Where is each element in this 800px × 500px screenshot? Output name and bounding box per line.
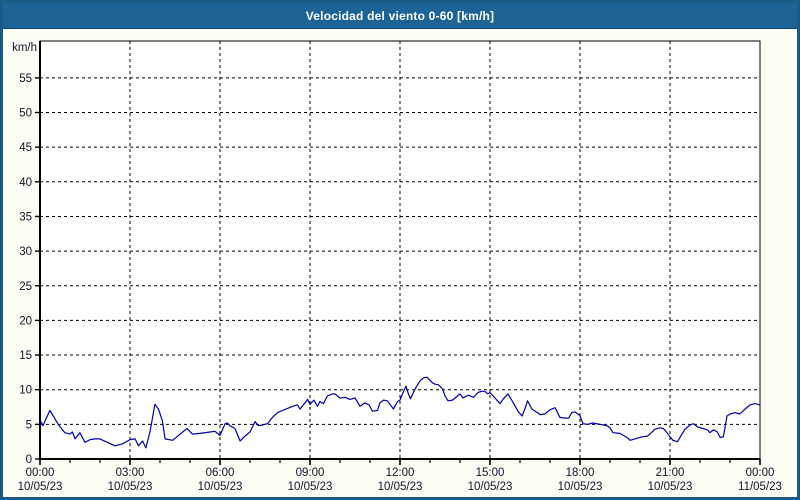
x-tick-date-label: 10/05/23 bbox=[558, 481, 603, 493]
x-tick-time-label: 03:00 bbox=[116, 467, 145, 479]
y-tick-label: 30 bbox=[19, 246, 32, 258]
y-tick-label: 25 bbox=[19, 281, 32, 293]
x-tick-time-label: 09:00 bbox=[296, 467, 325, 479]
y-tick-label: 0 bbox=[26, 454, 32, 466]
y-tick-label: 40 bbox=[19, 177, 32, 189]
wind-speed-line bbox=[39, 376, 761, 449]
y-tick-label: 50 bbox=[19, 108, 32, 120]
x-tick-time-label: 18:00 bbox=[566, 467, 595, 479]
y-tick-label: 15 bbox=[19, 350, 32, 362]
y-tick-label: 45 bbox=[19, 142, 32, 154]
x-tick-date-label: 10/05/23 bbox=[108, 481, 153, 493]
window-title: Velocidad del viento 0-60 [km/h] bbox=[305, 8, 495, 23]
x-tick-date-label: 10/05/23 bbox=[468, 481, 513, 493]
x-tick-date-label: 10/05/23 bbox=[198, 481, 243, 493]
y-tick-label: 20 bbox=[19, 315, 32, 327]
y-tick-label: 5 bbox=[26, 419, 32, 431]
x-tick-time-label: 00:00 bbox=[746, 467, 775, 479]
x-tick-date-label: 10/05/23 bbox=[18, 481, 63, 493]
window-titlebar: Velocidad del viento 0-60 [km/h] bbox=[3, 3, 797, 29]
y-tick-label: 10 bbox=[19, 385, 32, 397]
x-tick-date-label: 10/05/23 bbox=[378, 481, 423, 493]
x-tick-date-label: 10/05/23 bbox=[288, 481, 333, 493]
x-tick-time-label: 06:00 bbox=[206, 467, 235, 479]
x-tick-date-label: 10/05/23 bbox=[648, 481, 693, 493]
y-tick-label: 55 bbox=[19, 73, 32, 85]
x-tick-time-label: 00:00 bbox=[26, 467, 55, 479]
x-tick-time-label: 21:00 bbox=[656, 467, 685, 479]
x-tick-time-label: 15:00 bbox=[476, 467, 505, 479]
y-tick-label: 35 bbox=[19, 211, 32, 223]
wind-speed-chart: 0 5 10 15 20 25 30 35 40 45 50 55 km/h 00:00 10/05/23 0… bbox=[12, 40, 782, 493]
x-tick-date-label: 11/05/23 bbox=[738, 481, 782, 493]
y-axis-unit-label: km/h bbox=[12, 42, 37, 54]
x-tick-time-label: 12:00 bbox=[386, 467, 415, 479]
